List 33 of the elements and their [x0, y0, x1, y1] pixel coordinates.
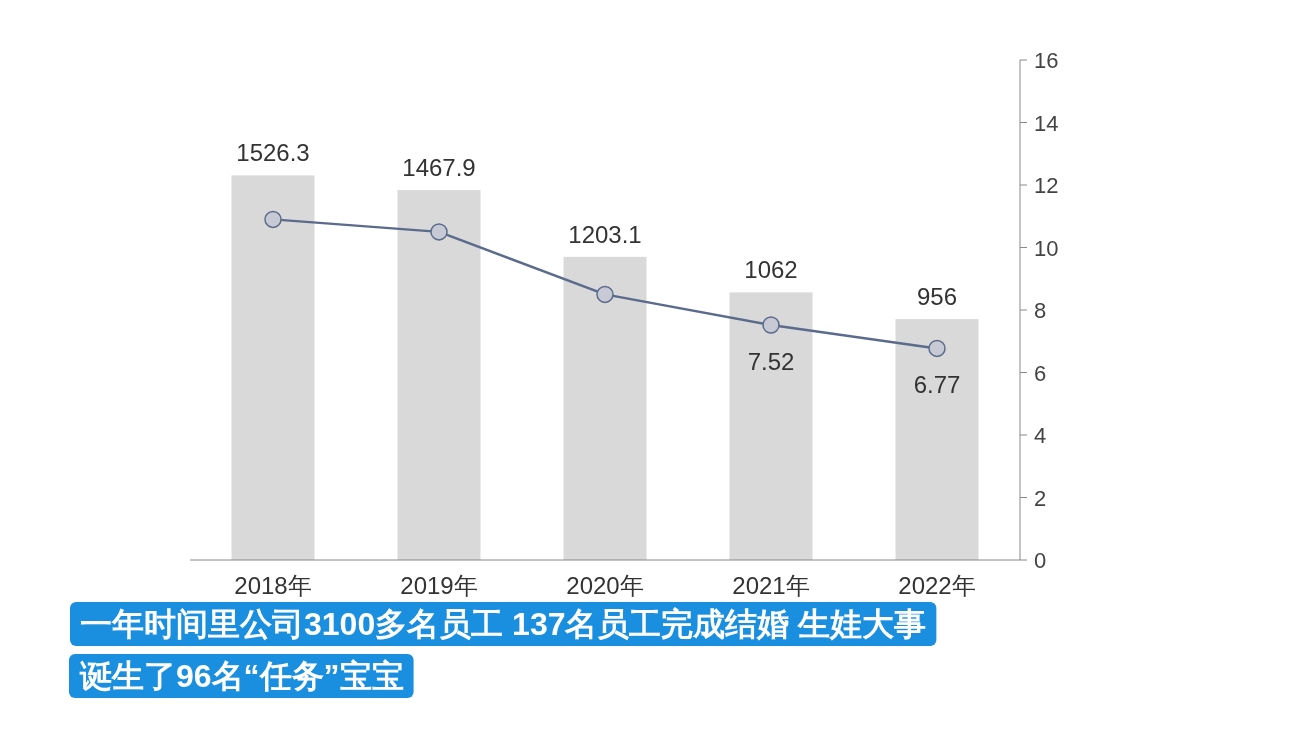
x-tick-label: 2020年	[566, 572, 644, 599]
x-tick-label: 2021年	[732, 572, 810, 599]
text: 一年时间里公司3100多名员工 137名员工完成结婚 生娃大事	[80, 606, 927, 642]
y2-tick-label: 6	[1034, 360, 1047, 386]
point	[264, 210, 282, 229]
x-tick-label: 2019年	[400, 572, 478, 599]
text: 诞生了96名“任务”宝宝	[79, 658, 404, 694]
y2-tick-label: 10	[1034, 235, 1059, 261]
data-label: 1467.9	[402, 154, 476, 182]
y2-tick-label: 12	[1034, 173, 1059, 198]
point	[762, 316, 780, 334]
point	[430, 223, 448, 241]
data-label: 1062	[744, 256, 798, 284]
bar	[563, 256, 647, 560]
data-label: 6.77	[913, 371, 961, 399]
y2-tick-label: 14	[1034, 110, 1059, 136]
y2-tick-label: 16	[1034, 48, 1059, 73]
bar	[231, 175, 315, 560]
bar	[729, 292, 813, 560]
x-tick-label: 2018年	[234, 572, 312, 599]
data-label: 7.52	[747, 348, 795, 375]
x-tick-label: 2022年	[898, 572, 976, 599]
y2-tick-label: 8	[1034, 298, 1047, 323]
point	[928, 339, 946, 358]
y2-tick-label: 0	[1034, 548, 1047, 573]
data-label: 1203.1	[568, 220, 642, 248]
point	[596, 285, 614, 304]
bar	[895, 319, 979, 560]
bar	[397, 190, 481, 560]
y2-tick-label: 4	[1034, 423, 1047, 448]
y2-tick-label: 2	[1034, 485, 1047, 511]
data-label: 1526.3	[236, 139, 310, 167]
data-label: 956	[916, 283, 958, 311]
